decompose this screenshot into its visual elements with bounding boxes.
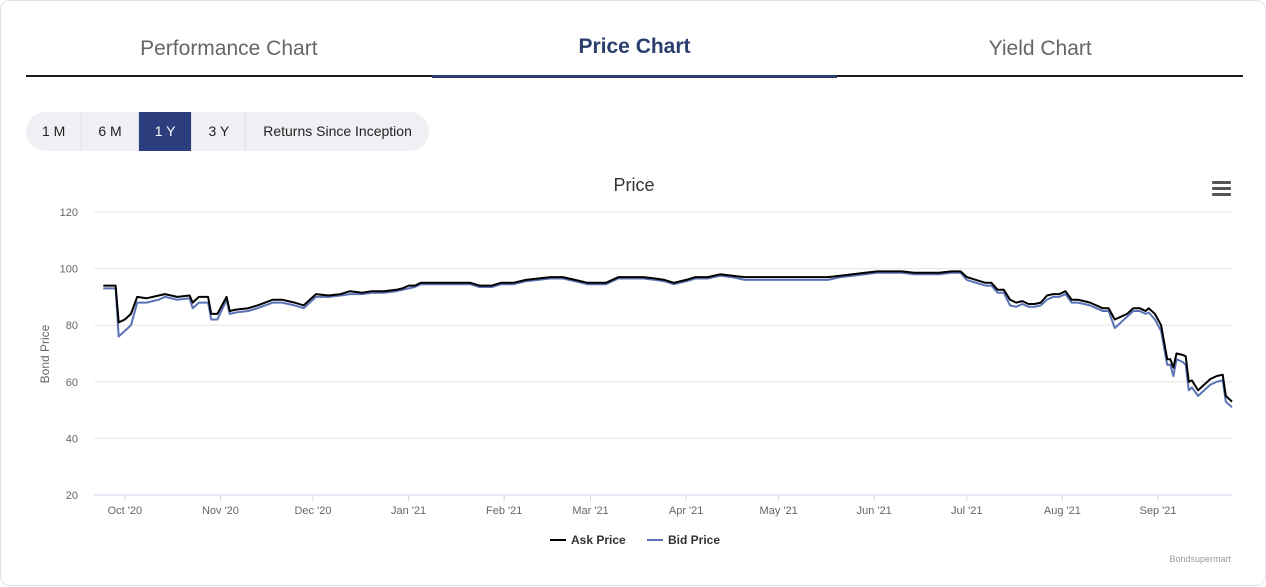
range-1y-button[interactable]: 1 Y xyxy=(138,112,193,151)
x-tick-label: Jul '21 xyxy=(951,505,982,517)
tab-price-chart[interactable]: Price Chart xyxy=(431,23,838,78)
tab-yield-chart[interactable]: Yield Chart xyxy=(988,37,1092,60)
x-tick-label: Feb '21 xyxy=(486,505,522,517)
x-tick-label: Jan '21 xyxy=(391,505,426,517)
y-tick-label: 120 xyxy=(60,207,78,219)
x-tick-label: Dec '20 xyxy=(294,505,331,517)
x-tick-label: Jun '21 xyxy=(857,505,892,517)
chart-credit: Bondsupermart xyxy=(1169,554,1231,564)
range-since-inception-button[interactable]: Returns Since Inception xyxy=(263,123,412,139)
range-1m-button[interactable]: 1 M xyxy=(26,112,83,151)
bid-price-series-line xyxy=(103,271,1233,409)
x-tick-label: Mar '21 xyxy=(572,505,608,517)
y-tick-label: 100 xyxy=(60,264,78,276)
range-6m-button[interactable]: 6 M xyxy=(82,112,139,151)
y-tick-label: 40 xyxy=(66,433,78,445)
x-tick-label: May '21 xyxy=(760,505,798,517)
hamburger-menu-icon[interactable] xyxy=(1212,181,1231,197)
x-tick-label: Aug '21 xyxy=(1044,505,1081,517)
legend-ask-label: Ask Price xyxy=(571,533,626,547)
y-tick-label: 20 xyxy=(66,490,78,502)
x-tick-label: Nov '20 xyxy=(202,505,239,517)
y-tick-label: 60 xyxy=(66,377,78,389)
y-tick-label: 80 xyxy=(66,320,78,332)
legend-bid-label: Bid Price xyxy=(668,533,720,547)
x-tick-label: Sep '21 xyxy=(1139,505,1176,517)
chart-title: Price xyxy=(613,175,655,195)
ask-price-series-line xyxy=(103,270,1233,403)
x-tick-label: Oct '20 xyxy=(108,505,143,517)
tab-performance-chart[interactable]: Performance Chart xyxy=(140,37,318,60)
x-tick-label: Apr '21 xyxy=(669,505,704,517)
chart-tabs: Performance Chart Price Chart Yield Char… xyxy=(26,23,1243,78)
range-selector: 1 M 6 M 1 Y 3 Y Returns Since Inception xyxy=(26,112,429,151)
y-axis-title: Bond Price xyxy=(38,324,52,383)
range-3y-button[interactable]: 3 Y xyxy=(192,112,247,151)
